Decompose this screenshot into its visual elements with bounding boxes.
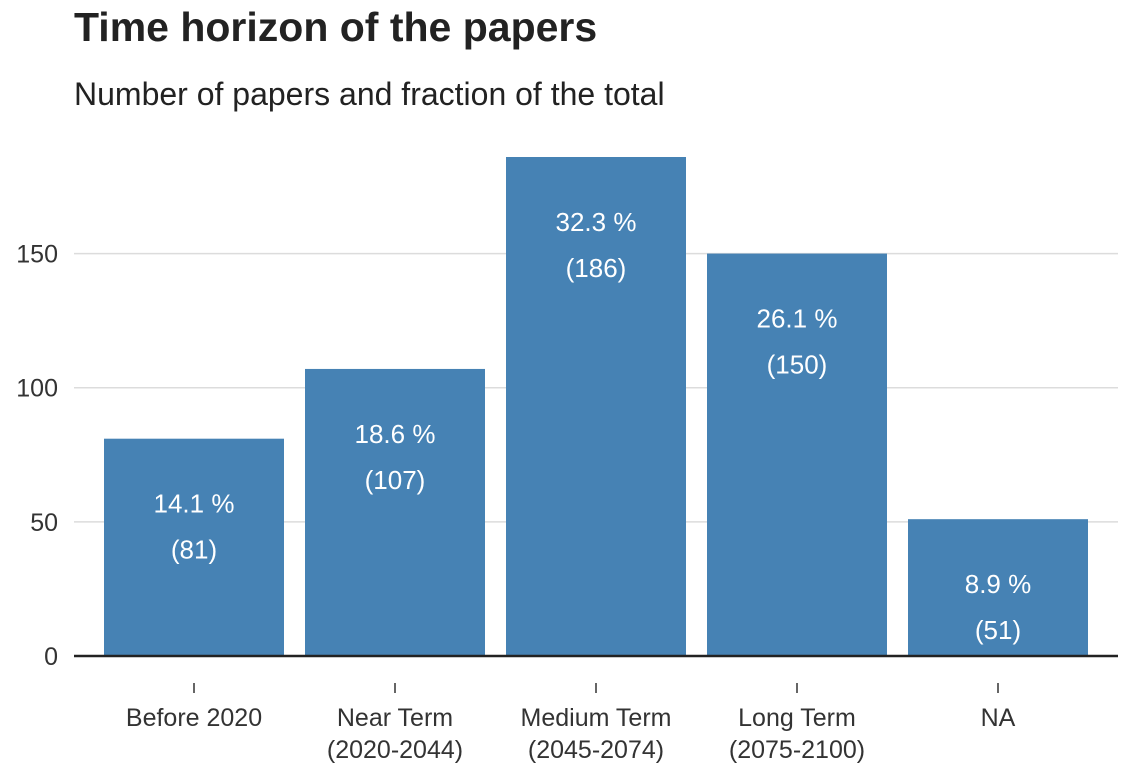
x-category-label: NA xyxy=(981,704,1016,732)
chart-subtitle: Number of papers and fraction of the tot… xyxy=(74,76,665,112)
x-axis-category-labels: Before 2020 Near Term (2020-2044) Medium Te… xyxy=(126,704,1016,764)
bar-count-label: (107) xyxy=(365,465,426,495)
x-category-label: (2045-2074) xyxy=(528,736,664,764)
bar xyxy=(305,368,485,656)
bar xyxy=(506,157,686,656)
x-category-label: (2075-2100) xyxy=(729,736,865,764)
bar xyxy=(104,438,284,656)
x-axis-ticks xyxy=(193,683,999,693)
bar-percent-label: 18.6 % xyxy=(355,419,436,449)
bar-count-label: (81) xyxy=(171,535,217,565)
x-category-label: (2020-2044) xyxy=(327,736,463,764)
bar-percent-label: 32.3 % xyxy=(556,207,637,237)
bar xyxy=(908,519,1088,656)
bar-percent-label: 8.9 % xyxy=(965,569,1032,599)
x-category-label: Near Term xyxy=(337,704,453,732)
bars xyxy=(104,157,1088,657)
y-tick-label: 50 xyxy=(30,509,58,537)
bar-labels: 14.1 % (81) 18.6 % (107) 32.3 % (186) 26.1 % (1… xyxy=(154,207,1032,645)
y-axis-tick-labels: 0 50 100 150 xyxy=(16,241,58,671)
x-category-label: Before 2020 xyxy=(126,704,262,732)
x-category-label: Long Term xyxy=(738,704,856,732)
bar xyxy=(707,253,887,657)
bar-count-label: (186) xyxy=(566,253,627,283)
bar-count-label: (150) xyxy=(767,350,828,380)
bar-count-label: (51) xyxy=(975,615,1021,645)
chart-title: Time horizon of the papers xyxy=(74,4,598,50)
y-tick-label: 0 xyxy=(44,643,58,671)
bar-percent-label: 26.1 % xyxy=(757,304,838,334)
x-category-label: Medium Term xyxy=(521,704,672,732)
y-tick-label: 100 xyxy=(16,375,58,403)
bar-percent-label: 14.1 % xyxy=(154,489,235,519)
y-tick-label: 150 xyxy=(16,241,58,269)
